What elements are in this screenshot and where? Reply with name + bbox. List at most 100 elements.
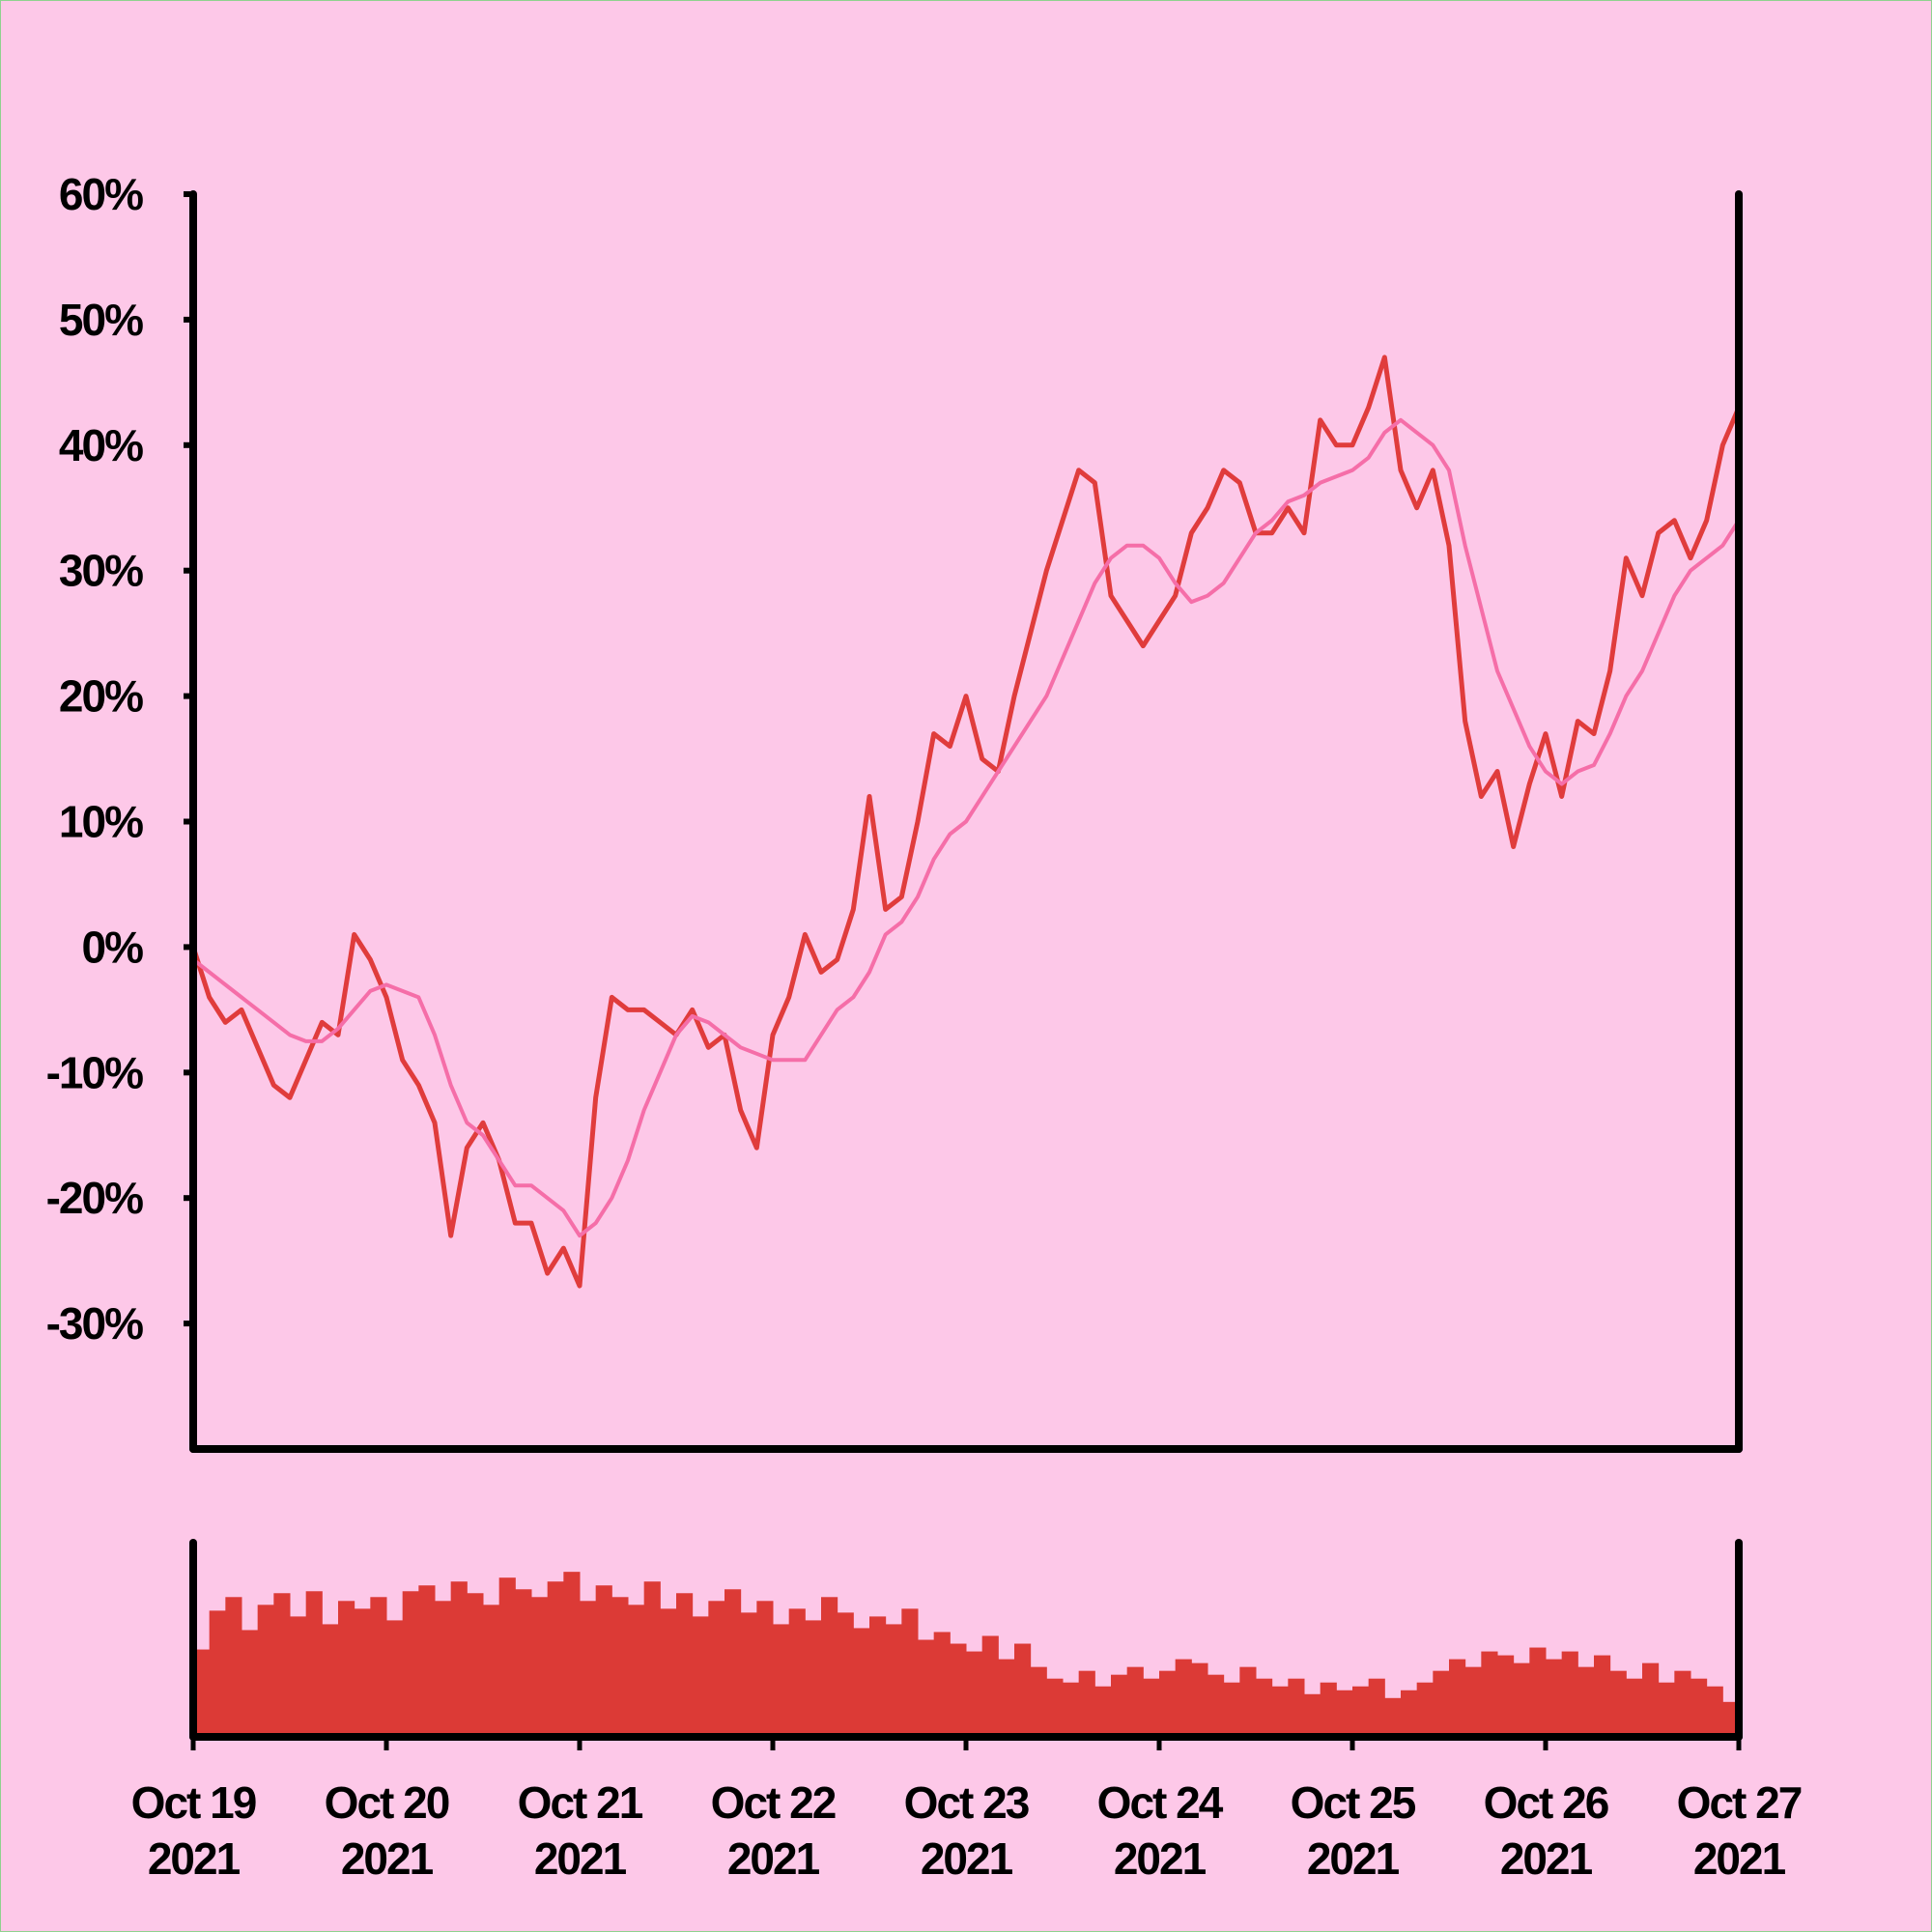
volume-bar — [1368, 1678, 1385, 1737]
volume-bar — [724, 1589, 742, 1737]
volume-bar — [901, 1608, 919, 1737]
x-tick-label: Oct 24 — [1097, 1777, 1224, 1828]
x-tick-label: Oct 25 — [1291, 1777, 1416, 1828]
x-tick-label: Oct 23 — [904, 1777, 1029, 1828]
volume-bar — [660, 1608, 677, 1737]
volume-bar — [305, 1591, 323, 1737]
volume-bar — [1529, 1647, 1547, 1737]
volume-bar — [1401, 1690, 1418, 1737]
x-tick-label: Oct 21 — [518, 1777, 643, 1828]
x-tick-label: 2021 — [341, 1833, 434, 1884]
volume-bar — [853, 1628, 870, 1737]
x-tick-label: Oct 19 — [131, 1777, 256, 1828]
volume-bar — [450, 1581, 468, 1737]
volume-bar — [933, 1632, 951, 1737]
volume-bar — [1078, 1670, 1095, 1737]
volume-bar — [1449, 1659, 1466, 1737]
y-tick-label: -20% — [46, 1173, 143, 1223]
volume-bar — [209, 1610, 226, 1737]
volume-bar — [467, 1593, 484, 1737]
volume-bar — [290, 1616, 307, 1737]
volume-bar — [1111, 1674, 1128, 1737]
volume-bar — [1658, 1682, 1675, 1737]
volume-bar — [257, 1605, 274, 1737]
volume-bar — [1384, 1697, 1402, 1737]
volume-bar — [788, 1608, 806, 1737]
x-tick-label: Oct 26 — [1484, 1777, 1608, 1828]
x-tick-label: Oct 20 — [325, 1777, 449, 1828]
volume-bar — [1191, 1662, 1208, 1737]
volume-bar — [580, 1601, 597, 1737]
x-tick-label: Oct 22 — [711, 1777, 836, 1828]
volume-bar — [1690, 1678, 1708, 1737]
y-tick-label: 0% — [82, 922, 144, 972]
volume-bar — [595, 1585, 612, 1737]
x-tick-label: 2021 — [1693, 1833, 1786, 1884]
volume-bar — [1433, 1670, 1450, 1737]
volume-bar — [273, 1593, 291, 1737]
volume-bar — [193, 1649, 211, 1737]
volume-bar — [1143, 1678, 1160, 1737]
x-tick-label: 2021 — [148, 1833, 241, 1884]
x-tick-label: 2021 — [534, 1833, 627, 1884]
volume-bar — [837, 1612, 854, 1737]
volume-bar — [1208, 1674, 1225, 1737]
volume-bar — [1642, 1662, 1660, 1737]
volume-bar — [1674, 1670, 1691, 1737]
volume-bar — [498, 1577, 516, 1737]
x-tick-label: 2021 — [727, 1833, 820, 1884]
volume-bar — [1497, 1655, 1515, 1737]
volume-bar — [1239, 1666, 1257, 1737]
volume-bar — [628, 1605, 645, 1737]
y-tick-label: 30% — [59, 546, 143, 596]
volume-bar — [611, 1597, 629, 1737]
volume-bar — [1513, 1662, 1530, 1737]
y-tick-label: 60% — [59, 169, 143, 219]
volume-bar — [869, 1616, 887, 1737]
x-tick-label: 2021 — [1500, 1833, 1593, 1884]
volume-bar — [885, 1624, 902, 1737]
y-tick-label: 50% — [59, 295, 143, 345]
volume-bar — [1094, 1686, 1112, 1737]
volume-bar — [966, 1651, 983, 1737]
volume-bar — [756, 1601, 774, 1737]
volume-bar — [1626, 1678, 1643, 1737]
y-tick-label: 20% — [59, 671, 143, 722]
volume-bar — [643, 1581, 661, 1737]
volume-bar — [1336, 1690, 1353, 1737]
volume-bar — [1014, 1643, 1032, 1737]
volume-bar — [821, 1597, 838, 1737]
volume-bar — [1063, 1682, 1080, 1737]
volume-bar — [435, 1601, 452, 1737]
volume-bar — [1594, 1655, 1611, 1737]
volume-bar — [1126, 1666, 1144, 1737]
y-tick-label: -10% — [46, 1047, 143, 1097]
volume-bar — [918, 1639, 935, 1737]
volume-bar — [1288, 1678, 1305, 1737]
volume-bar — [676, 1593, 694, 1737]
volume-bar — [1030, 1666, 1047, 1737]
volume-bar — [1175, 1659, 1192, 1737]
volume-bar — [1561, 1651, 1578, 1737]
volume-bar — [515, 1589, 532, 1737]
volume-bar — [998, 1659, 1015, 1737]
volume-bar — [322, 1624, 339, 1737]
volume-bar — [692, 1616, 709, 1737]
y-tick-label: 40% — [59, 420, 143, 470]
volume-bar — [386, 1620, 404, 1737]
volume-bar — [1159, 1670, 1177, 1737]
volume-bar — [242, 1630, 259, 1737]
x-tick-label: 2021 — [921, 1833, 1013, 1884]
volume-bar — [1577, 1666, 1595, 1737]
x-tick-label: Oct 27 — [1677, 1777, 1802, 1828]
volume-bar — [563, 1572, 581, 1737]
volume-bar — [418, 1585, 436, 1737]
volume-bar — [354, 1608, 371, 1737]
line-series — [191, 417, 1741, 1238]
volume-bar — [1256, 1678, 1273, 1737]
volume-bar — [773, 1624, 790, 1737]
volume-bar — [1223, 1682, 1240, 1737]
volume-bar — [1706, 1686, 1723, 1737]
volume-bar — [483, 1605, 500, 1737]
